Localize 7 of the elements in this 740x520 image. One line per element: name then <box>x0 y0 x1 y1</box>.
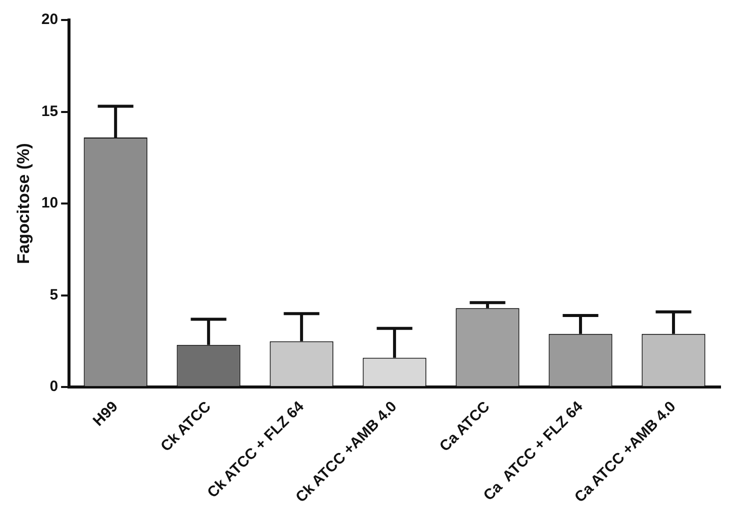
y-tick-label: 0 <box>50 378 58 396</box>
y-tick-label: 10 <box>41 194 58 212</box>
y-tick-label: 15 <box>41 102 58 120</box>
y-tick-label: 5 <box>50 286 58 304</box>
y-tick-label: 20 <box>41 11 58 28</box>
y-axis-title: Fagocitose (%) <box>14 143 33 264</box>
x-tick-label: H99 <box>90 398 122 430</box>
